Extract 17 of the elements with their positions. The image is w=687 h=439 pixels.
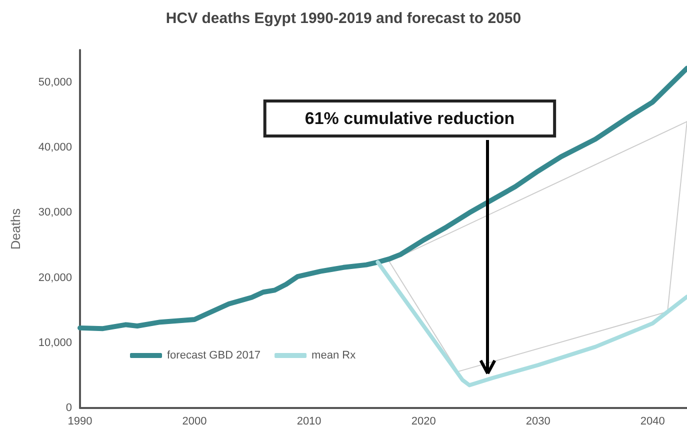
chart-title: HCV deaths Egypt 1990-2019 and forecast to 2050 [166, 10, 522, 27]
x-tick-label: 2000 [182, 416, 207, 428]
x-tick-label: 1990 [68, 416, 92, 428]
y-tick-label: 30,000 [38, 206, 72, 219]
y-tick-label: 40,000 [38, 142, 72, 154]
x-tick-label: 2020 [411, 416, 436, 428]
y-tick-label: 10,000 [38, 336, 72, 349]
legend-label: mean Rx [312, 350, 356, 362]
x-tick-label: 2040 [640, 416, 665, 428]
y-tick-label: 20,000 [38, 272, 72, 284]
y-axis-title: Deaths [8, 208, 23, 250]
x-tick-label: 2010 [296, 416, 322, 428]
y-tick-label: 0 [66, 402, 72, 414]
y-tick-label: 50,000 [38, 76, 72, 89]
x-tick-label: 2030 [526, 416, 550, 428]
legend-label: forecast GBD 2017 [167, 350, 261, 362]
annotation: 61% cumulative reduction [304, 109, 515, 128]
